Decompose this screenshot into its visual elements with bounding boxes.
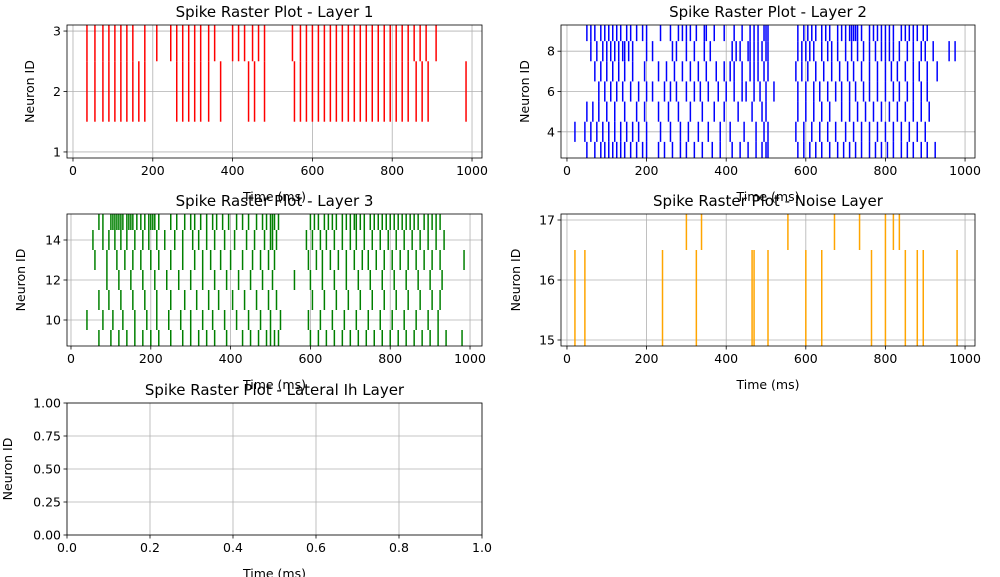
x-axis-label: Time (ms) — [242, 189, 306, 204]
y-axis-label: Neuron ID — [508, 249, 523, 312]
y-tick-label: 8 — [547, 44, 555, 59]
subplot-5: 0.0 0.2 0.4 0.6 0.8 1.0 0.00 0.25 0.50 0.75 1.00 Ti… — [0, 381, 492, 577]
chart-title: Spike Raster Plot - Layer 2 — [669, 3, 867, 21]
x-tick-label: 400 — [219, 351, 243, 366]
x-tick-label: 0 — [69, 163, 77, 178]
x-tick-label: 800 — [380, 163, 404, 178]
x-tick-label: 800 — [874, 163, 898, 178]
x-tick-label: 400 — [221, 163, 245, 178]
x-tick-label: 800 — [874, 351, 898, 366]
x-tick-label: 0 — [67, 351, 75, 366]
x-tick-label: 0 — [563, 163, 571, 178]
x-tick-label: 600 — [794, 163, 818, 178]
x-tick-label: 600 — [794, 351, 818, 366]
x-tick-label: 600 — [300, 163, 324, 178]
x-tick-label: 400 — [714, 351, 738, 366]
x-tick-label: 0.8 — [389, 540, 409, 555]
x-tick-label: 800 — [378, 351, 402, 366]
x-tick-label: 0 — [563, 351, 571, 366]
y-axis-label: Neuron ID — [517, 60, 532, 123]
x-axis-label: Time (ms) — [735, 189, 799, 204]
y-tick-label: 1 — [53, 144, 61, 159]
subplot-4: 0 200 400 600 800 1000 15 16 17 Time (ms) Neuron I… — [508, 192, 981, 392]
x-tick-label: 400 — [714, 163, 738, 178]
x-tick-label: 0.4 — [223, 540, 243, 555]
subplot-3: 0 200 400 600 800 1000 10 12 14 Time (ms) Neuron I… — [13, 192, 486, 392]
x-tick-label: 200 — [635, 351, 659, 366]
x-tick-label: 600 — [298, 351, 322, 366]
y-tick-label: 6 — [547, 84, 555, 99]
x-tick-label: 1000 — [949, 163, 981, 178]
x-tick-label: 1.0 — [472, 540, 492, 555]
x-axis-label: Time (ms) — [735, 377, 799, 392]
x-tick-label: 1000 — [456, 163, 488, 178]
y-tick-label: 0.75 — [33, 429, 61, 444]
y-tick-label: 4 — [547, 124, 555, 139]
y-axis-label: Neuron ID — [22, 60, 37, 123]
x-axis-label: Time (ms) — [242, 566, 306, 577]
x-tick-label: 1000 — [949, 351, 981, 366]
x-tick-label: 200 — [141, 163, 165, 178]
x-tick-label: 200 — [635, 163, 659, 178]
y-axis-label: Neuron ID — [0, 438, 15, 501]
y-tick-label: 1.00 — [33, 396, 61, 411]
y-tick-label: 0.00 — [33, 528, 61, 543]
y-tick-label: 15 — [539, 333, 555, 348]
chart-title: Spike Raster Plot - Layer 3 — [176, 192, 374, 210]
y-tick-label: 3 — [53, 24, 61, 39]
subplot-1: 0 200 400 600 800 1000 1 2 3 Time (ms) Neuron ID Sp… — [22, 3, 488, 204]
y-tick-label: 2 — [53, 84, 61, 99]
x-tick-label: 0.6 — [306, 540, 326, 555]
x-tick-label: 1000 — [454, 351, 486, 366]
y-tick-label: 10 — [45, 313, 61, 328]
x-tick-label: 0.2 — [140, 540, 160, 555]
x-tick-label: 0.0 — [57, 540, 77, 555]
y-tick-label: 16 — [539, 273, 555, 288]
y-tick-label: 0.25 — [33, 495, 61, 510]
y-axis-label: Neuron ID — [13, 249, 28, 312]
y-tick-label: 14 — [45, 233, 61, 248]
y-tick-label: 17 — [539, 213, 555, 228]
x-tick-label: 200 — [139, 351, 163, 366]
subplot-2: 0 200 400 600 800 1000 4 6 8 Time (ms) Neuron ID Sp… — [517, 3, 981, 204]
chart-title: Spike Raster Plot - Layer 1 — [176, 3, 374, 21]
chart-title: Spike Raster Plot - Lateral Ih Layer — [145, 381, 405, 399]
x-axis-label: Time (ms) — [242, 377, 306, 392]
y-tick-label: 12 — [45, 273, 61, 288]
chart-title: Spike Raster Plot - Noise Layer — [653, 192, 884, 210]
y-tick-label: 0.50 — [33, 462, 61, 477]
